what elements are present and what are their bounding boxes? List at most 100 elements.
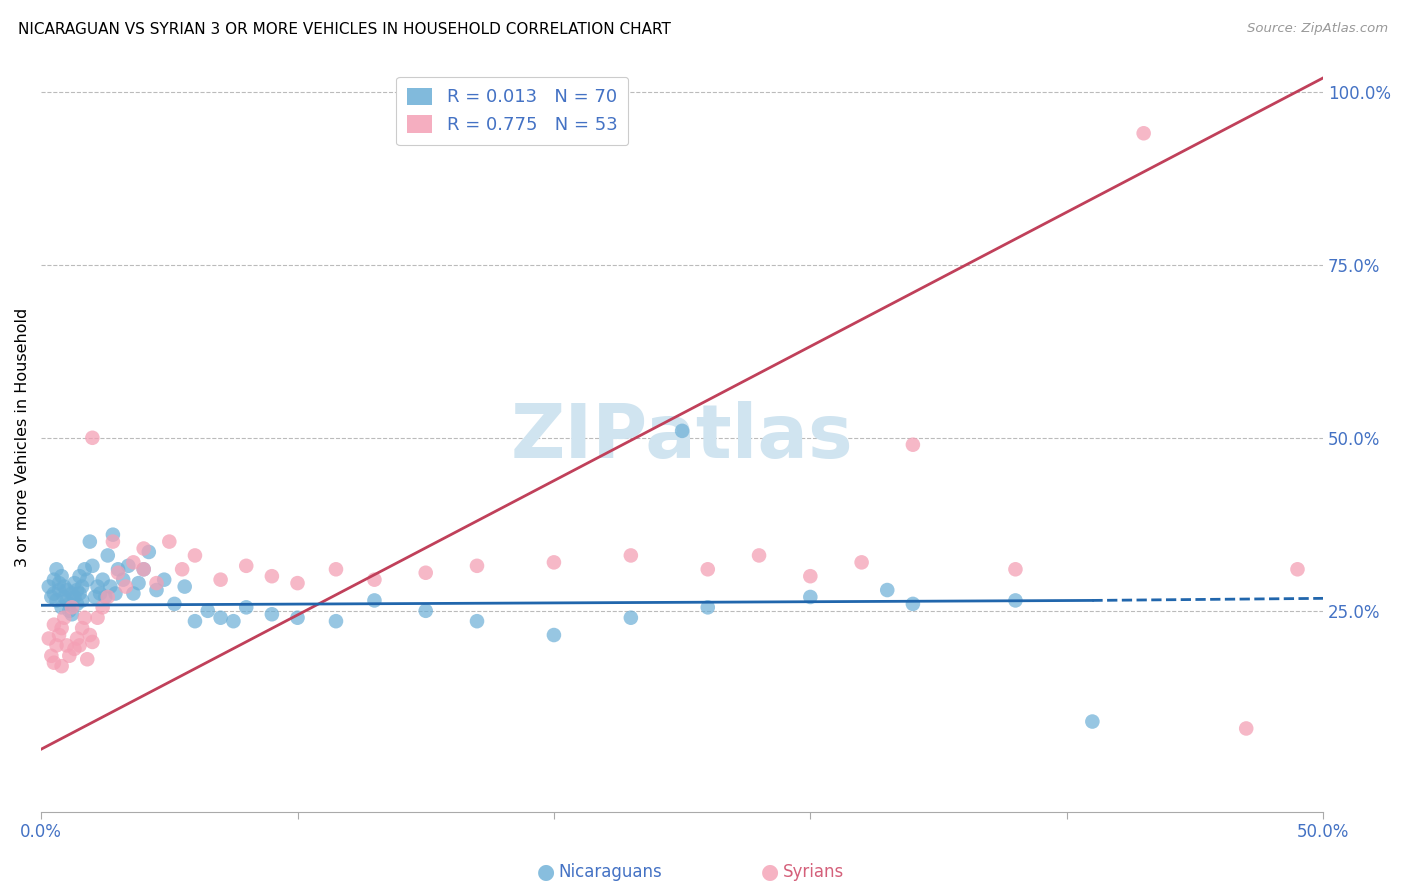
Point: [51, 600, 73, 615]
Point: [107, 566, 129, 580]
Point: [45, 562, 67, 576]
Point: [101, 527, 124, 541]
Point: [128, 576, 150, 591]
Point: [48, 582, 70, 597]
Point: [55, 593, 77, 607]
Point: [51, 569, 73, 583]
Text: ZIPatlas: ZIPatlas: [510, 401, 853, 475]
Point: [138, 545, 160, 559]
Point: [696, 600, 718, 615]
Legend: R = 0.013   N = 70, R = 0.775   N = 53: R = 0.013 N = 70, R = 0.775 N = 53: [396, 77, 628, 145]
Point: [38, 580, 60, 594]
Point: [620, 611, 643, 625]
Point: [73, 611, 96, 625]
Point: [132, 541, 155, 556]
Point: [51, 621, 73, 635]
Text: NICARAGUAN VS SYRIAN 3 OR MORE VEHICLES IN HOUSEHOLD CORRELATION CHART: NICARAGUAN VS SYRIAN 3 OR MORE VEHICLES …: [18, 22, 671, 37]
Point: [66, 632, 89, 646]
Point: [222, 614, 245, 628]
Point: [63, 641, 86, 656]
Point: [1004, 562, 1026, 576]
Point: [543, 555, 565, 569]
Point: [145, 582, 167, 597]
Y-axis label: 3 or more Vehicles in Household: 3 or more Vehicles in Household: [15, 308, 30, 567]
Point: [901, 438, 924, 452]
Point: [70, 593, 93, 607]
Point: [799, 569, 821, 583]
Point: [70, 621, 93, 635]
Point: [58, 604, 80, 618]
Point: [97, 590, 120, 604]
Point: [363, 593, 385, 607]
Point: [1132, 126, 1154, 140]
Point: [260, 569, 283, 583]
Point: [799, 590, 821, 604]
Point: [42, 573, 65, 587]
Point: [79, 534, 101, 549]
Point: [41, 648, 63, 663]
Point: [38, 632, 60, 646]
Point: [184, 549, 207, 563]
Point: [53, 580, 76, 594]
Point: [157, 534, 180, 549]
Point: [79, 628, 101, 642]
Point: [671, 424, 693, 438]
Point: [122, 586, 145, 600]
Point: [101, 534, 124, 549]
Point: [112, 573, 135, 587]
Point: [53, 611, 76, 625]
Point: [1234, 722, 1257, 736]
Point: [260, 607, 283, 622]
Point: [69, 639, 91, 653]
Point: [107, 562, 129, 576]
Point: [45, 639, 67, 653]
Point: [209, 573, 232, 587]
Point: [70, 580, 93, 594]
Point: [58, 648, 80, 663]
Point: [172, 562, 194, 576]
Point: [42, 656, 65, 670]
Point: [543, 628, 565, 642]
Point: [97, 549, 120, 563]
Point: [465, 614, 488, 628]
Point: [851, 555, 873, 569]
Point: [51, 659, 73, 673]
Point: [1286, 562, 1309, 576]
Point: [1081, 714, 1104, 729]
Point: [82, 431, 104, 445]
Point: [76, 573, 98, 587]
Point: [104, 586, 127, 600]
Point: [163, 597, 186, 611]
Point: [63, 576, 86, 591]
Point: [41, 590, 63, 604]
Point: [696, 562, 718, 576]
Point: [86, 611, 108, 625]
Point: [415, 604, 437, 618]
Point: [901, 597, 924, 611]
Text: ●: ●: [537, 863, 554, 882]
Point: [325, 614, 347, 628]
Point: [94, 590, 117, 604]
Point: [53, 590, 76, 604]
Point: [153, 573, 176, 587]
Point: [42, 586, 65, 600]
Point: [114, 580, 136, 594]
Point: [55, 639, 77, 653]
Point: [58, 597, 80, 611]
Point: [63, 590, 86, 604]
Point: [82, 635, 104, 649]
Point: [66, 597, 89, 611]
Point: [122, 555, 145, 569]
Point: [48, 628, 70, 642]
Point: [69, 586, 91, 600]
Point: [69, 569, 91, 583]
Point: [197, 604, 219, 618]
Point: [48, 576, 70, 591]
Text: Syrians: Syrians: [783, 863, 845, 881]
Point: [45, 593, 67, 607]
Point: [145, 576, 167, 591]
Point: [76, 652, 98, 666]
Point: [173, 580, 195, 594]
Point: [132, 562, 155, 576]
Point: [42, 617, 65, 632]
